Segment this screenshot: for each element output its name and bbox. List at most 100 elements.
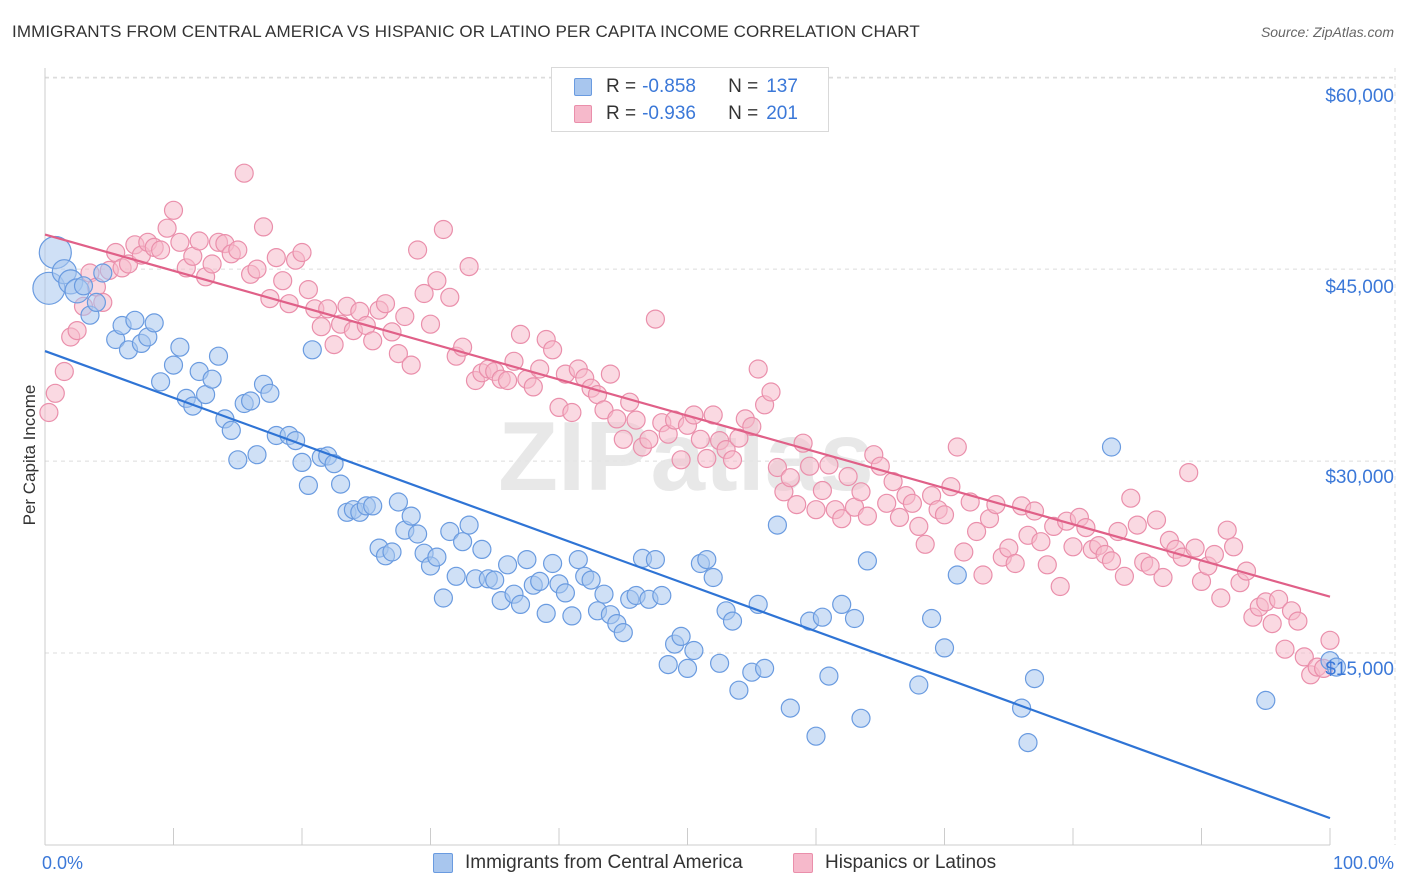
- pink-point: [427, 271, 447, 291]
- pink-point: [1101, 551, 1122, 571]
- blue-point: [163, 355, 184, 375]
- pink-point: [1223, 537, 1244, 557]
- pink-point: [1268, 589, 1289, 609]
- pink-point: [626, 410, 646, 430]
- pink-point: [812, 480, 833, 501]
- legend-swatch-blue: [574, 78, 592, 96]
- pink-point: [414, 283, 434, 304]
- pink-point: [877, 493, 897, 513]
- blue-point: [684, 640, 704, 661]
- blue-point: [1024, 668, 1045, 689]
- blue-point: [542, 553, 563, 574]
- pink-point: [433, 219, 453, 240]
- blue-point: [851, 708, 871, 728]
- blue-point: [671, 626, 691, 647]
- blue-point: [363, 496, 383, 516]
- legend-r-value: -0.858: [642, 76, 696, 97]
- pink-point: [202, 254, 222, 274]
- pink-point: [247, 259, 267, 279]
- blue-point: [472, 539, 492, 560]
- pink-point: [459, 257, 479, 277]
- blue-point: [93, 263, 113, 283]
- blue-point: [286, 431, 306, 451]
- pink-point: [1114, 566, 1135, 586]
- blue-point: [247, 445, 267, 465]
- blue-point: [562, 606, 582, 626]
- blue-point: [652, 585, 672, 606]
- legend-swatch-pink: [574, 105, 592, 123]
- blue-point: [202, 369, 222, 389]
- pink-point: [253, 217, 274, 237]
- blue-point: [530, 571, 550, 592]
- blue-point: [331, 474, 351, 494]
- blue-point: [909, 675, 929, 695]
- blue-point: [433, 588, 453, 608]
- blue-point: [427, 547, 447, 567]
- blue-point: [298, 475, 318, 495]
- pink-point: [1050, 576, 1070, 597]
- pink-point: [954, 542, 974, 562]
- pink-point: [1121, 488, 1141, 508]
- pink-point: [1204, 544, 1225, 565]
- blue-point: [677, 658, 698, 679]
- blue-point: [697, 549, 717, 570]
- blue-point: [208, 346, 229, 366]
- legend-r-value: -0.936: [642, 103, 696, 124]
- blue-point: [125, 310, 145, 330]
- blue-point: [722, 611, 743, 631]
- pink-point: [748, 359, 768, 379]
- blue-point: [86, 292, 107, 312]
- blue-point: [183, 396, 203, 416]
- blue-point: [388, 492, 408, 512]
- pink-point: [742, 416, 762, 437]
- y-tick-label-60000: $60,000: [1325, 86, 1394, 107]
- immigrants-points: [32, 235, 1347, 753]
- blue-point: [921, 608, 942, 629]
- y-tick-label-30000: $30,000: [1325, 467, 1394, 488]
- pink-point: [510, 324, 531, 344]
- legend-n-label: N =: [728, 103, 759, 124]
- blue-point: [613, 622, 633, 643]
- pink-point: [189, 231, 209, 251]
- hispanics-points: [39, 163, 1340, 685]
- pink-point: [857, 506, 878, 526]
- legend-r-label: R =: [606, 76, 637, 97]
- pink-point: [799, 456, 820, 476]
- legend-row-immigrants: R = -0.858 N = 137: [574, 74, 798, 100]
- pink-point: [941, 477, 961, 497]
- pink-point: [838, 466, 858, 487]
- legend-n-label: N =: [728, 76, 759, 97]
- pink-point: [909, 516, 929, 537]
- pink-point: [787, 495, 807, 515]
- blue-point: [780, 698, 800, 718]
- pink-point: [363, 331, 383, 351]
- blue-point: [767, 515, 788, 535]
- pink-point: [639, 429, 659, 449]
- y-axis-label: Per Capita Income: [20, 384, 39, 526]
- pink-point: [1275, 639, 1295, 659]
- blue-point: [170, 337, 190, 357]
- pink-point: [819, 455, 839, 475]
- pink-point: [401, 355, 421, 375]
- pink-point: [1063, 537, 1083, 557]
- pink-point: [1005, 553, 1025, 574]
- axes: [44, 68, 1331, 846]
- pink-point: [607, 409, 627, 429]
- pink-point: [645, 309, 666, 329]
- pink-point: [298, 280, 318, 300]
- pink-point: [1211, 588, 1231, 608]
- legend-n-value: 201: [766, 103, 798, 124]
- blue-point: [594, 584, 614, 604]
- pink-point: [1031, 532, 1051, 552]
- pink-point: [690, 429, 711, 449]
- pink-point: [1294, 647, 1314, 667]
- pink-point: [697, 448, 717, 469]
- pink-point: [889, 507, 910, 528]
- blue-point: [844, 608, 865, 629]
- blue-point: [947, 565, 967, 585]
- series-legend-hispanics: Hispanics or Latinos: [793, 852, 996, 874]
- blue-point: [151, 372, 171, 392]
- pink-point: [163, 200, 184, 220]
- pink-trendline: [44, 233, 1331, 598]
- blue-point: [536, 603, 556, 624]
